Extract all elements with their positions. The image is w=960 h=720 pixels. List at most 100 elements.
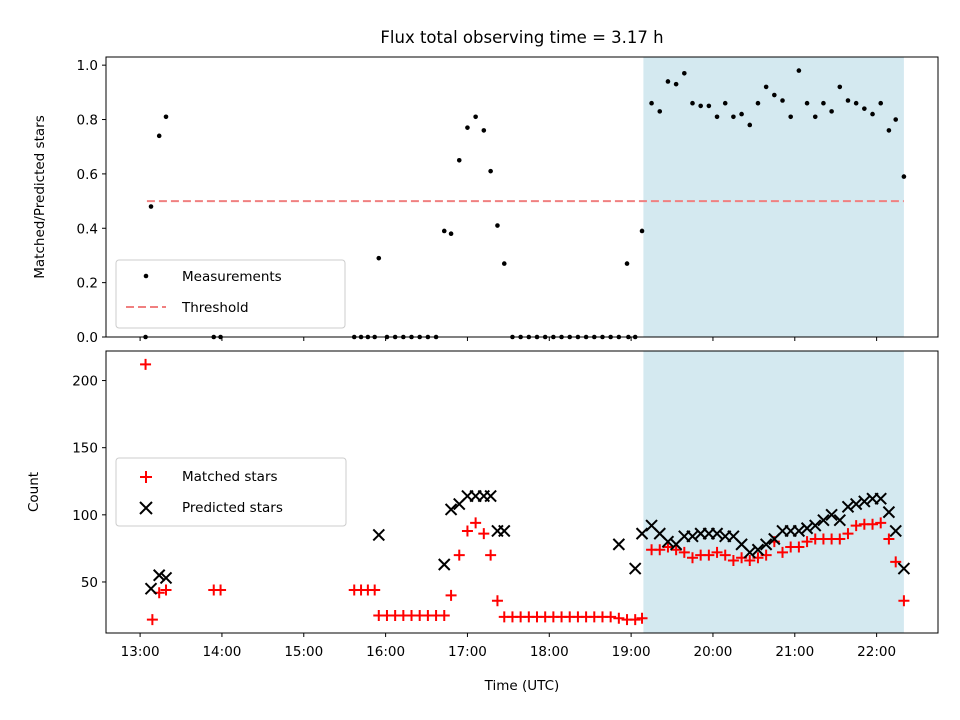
- measurement-point: [673, 81, 679, 87]
- predicted-star-marker: [635, 527, 649, 540]
- matched-star-marker: [867, 518, 879, 530]
- matched-star-marker: [850, 520, 862, 532]
- predicted-star-marker: [444, 503, 458, 516]
- legend-predicted-marker: [139, 501, 153, 515]
- measurement-point: [624, 261, 630, 266]
- y-tick-label: 0.0: [77, 330, 98, 346]
- predicted-star-marker: [152, 569, 166, 582]
- measurement-point: [690, 100, 695, 106]
- observing-window-span: [643, 351, 904, 633]
- top-legend: Measurements Threshold: [115, 259, 346, 329]
- predicted-star-marker: [833, 513, 847, 527]
- measurement-point: [465, 125, 470, 130]
- measurement-point: [821, 100, 826, 106]
- matched-star-marker: [215, 584, 227, 596]
- measurement-point: [878, 100, 884, 106]
- x-tick-label: 18:00: [530, 644, 569, 660]
- matched-star-marker: [485, 549, 497, 561]
- top-plot-frame: [105, 56, 939, 338]
- matched-star-marker: [478, 528, 490, 540]
- y-tick-label: 0.4: [77, 221, 98, 237]
- predicted-star-marker: [498, 524, 511, 538]
- matched-star-marker: [453, 549, 465, 561]
- observing-window-span: [643, 57, 904, 337]
- legend-matched-marker: [140, 471, 152, 483]
- y-tick-label: 0.2: [77, 276, 98, 292]
- matched-star-marker: [438, 610, 450, 622]
- measurement-point: [706, 103, 712, 109]
- measurement-point: [837, 84, 843, 90]
- measurement-point: [763, 84, 769, 90]
- measurement-point: [473, 114, 478, 120]
- matched-star-marker: [636, 612, 648, 624]
- predicted-star-marker: [841, 500, 855, 513]
- matched-star-marker: [719, 549, 731, 561]
- predicted-star-marker: [484, 489, 497, 503]
- measurement-point: [739, 111, 744, 117]
- measurement-point: [657, 109, 663, 114]
- measurement-point: [901, 174, 907, 179]
- matched-stars-points: [140, 358, 910, 626]
- matched-star-marker: [613, 612, 625, 624]
- measurement-point: [639, 228, 645, 234]
- y-tick-label: 200: [72, 374, 98, 390]
- predicted-star-marker: [751, 543, 765, 556]
- measurement-point: [714, 114, 720, 120]
- x-axis-label: Time (UTC): [484, 678, 560, 694]
- measurement-point: [448, 231, 454, 236]
- matched-star-marker: [834, 533, 846, 545]
- legend-measurements-label: Measurements: [182, 269, 282, 285]
- predicted-star-marker: [628, 562, 642, 575]
- matched-star-marker: [744, 554, 756, 566]
- predicted-stars-points: [144, 489, 911, 595]
- matched-star-marker: [678, 546, 690, 558]
- measurement-point: [862, 106, 867, 111]
- measurement-point: [812, 114, 818, 120]
- measurement-point: [501, 261, 507, 266]
- matched-star-marker: [470, 517, 482, 529]
- matched-star-marker: [883, 533, 895, 545]
- measurement-point: [804, 100, 810, 106]
- predicted-star-marker: [710, 527, 724, 540]
- matched-star-marker: [445, 589, 457, 601]
- matched-star-marker: [898, 595, 910, 607]
- x-tick-label: 20:00: [693, 644, 732, 660]
- top-x-ticks: [139, 337, 878, 341]
- bottom-legend-box: [115, 457, 347, 527]
- measurement-point: [796, 68, 802, 73]
- predicted-star-marker: [743, 546, 756, 559]
- matched-star-marker: [369, 584, 381, 596]
- predicted-star-marker: [159, 571, 173, 585]
- y-tick-label: 150: [72, 441, 98, 457]
- predicted-star-marker: [800, 522, 814, 535]
- matched-star-marker: [461, 525, 473, 537]
- matched-star-marker: [793, 541, 805, 553]
- x-tick-label: 21:00: [775, 644, 814, 660]
- matched-star-marker: [605, 611, 617, 623]
- predicted-star-marker: [809, 519, 822, 532]
- measurement-point: [376, 255, 382, 261]
- matched-star-marker: [842, 528, 854, 540]
- observing-window-band: [643, 57, 904, 337]
- matched-star-marker: [670, 544, 682, 556]
- x-tick-label: 19:00: [612, 644, 651, 660]
- measurement-point: [148, 204, 154, 209]
- x-tick-label: 22:00: [857, 644, 896, 660]
- x-tick-label: 15:00: [284, 644, 323, 660]
- matched-star-marker: [703, 549, 715, 561]
- top-panel: 0.0 0.2 0.4 0.6 0.8 1.0 Flux total observing …: [32, 28, 939, 346]
- y-tick-label: 1.0: [77, 58, 98, 74]
- measurement-point: [156, 133, 162, 139]
- y-tick-label: 50: [81, 575, 98, 591]
- measurement-point: [481, 128, 487, 133]
- measurement-point: [845, 98, 851, 103]
- x-tick-label: 14:00: [202, 644, 241, 660]
- bottom-plot-frame: [105, 350, 939, 634]
- top-legend-box: [115, 259, 346, 329]
- matched-star-marker: [662, 541, 674, 553]
- bottom-panel: 50 100 150 200 13:00 14:00 15:00 16:00 17:00 18:…: [26, 350, 939, 694]
- measurement-point: [698, 103, 703, 109]
- measurement-point: [495, 223, 500, 228]
- observing-window-band: [643, 351, 904, 633]
- matched-star-marker: [686, 552, 698, 564]
